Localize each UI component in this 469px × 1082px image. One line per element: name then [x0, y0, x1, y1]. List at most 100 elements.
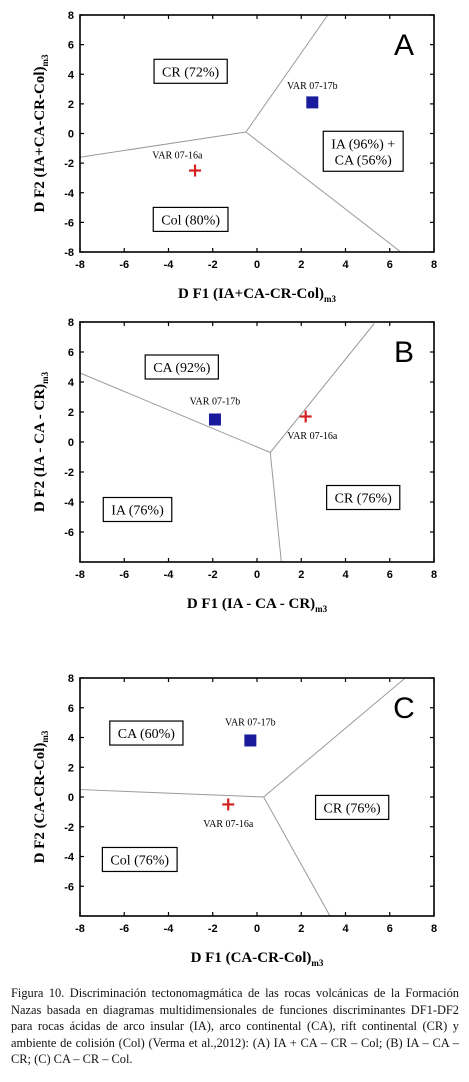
- x-tick-label: 6: [387, 569, 393, 581]
- x-tick-label: 2: [298, 569, 304, 581]
- y-tick-label: -4: [64, 188, 75, 200]
- region-label-text: CR (72%): [162, 65, 220, 80]
- x-tick-label: 2: [298, 259, 304, 271]
- y-tick-label: -4: [64, 852, 75, 864]
- y-tick-label: 4: [68, 69, 75, 81]
- region-label-text: CA (92%): [153, 361, 211, 376]
- data-point-label: VAR 07-17b: [287, 81, 338, 92]
- region-label: CA (60%): [109, 720, 184, 746]
- data-point-square: [306, 96, 319, 109]
- y-tick-label: 8: [68, 317, 74, 329]
- y-tick-label: 6: [68, 40, 74, 52]
- y-tick-label: -2: [64, 467, 74, 479]
- region-label-text: CR (76%): [335, 492, 393, 507]
- region-label-box: [102, 496, 173, 523]
- x-tick-label: -2: [208, 569, 218, 581]
- x-tick-label: 8: [431, 259, 437, 271]
- boundary-line: [79, 789, 264, 798]
- x-axis-label: D F1 (IA+CA-CR-Col)m3: [178, 286, 337, 304]
- y-tick-label: -2: [64, 822, 74, 834]
- x-tick-label: 4: [342, 569, 349, 581]
- y-tick-label: -2: [64, 158, 74, 170]
- data-point-square: [244, 734, 257, 747]
- y-tick-label: 2: [68, 99, 74, 111]
- boundary-line: [263, 796, 331, 917]
- figure-caption-text: Figura 10. Discriminación tectonomagmáti…: [11, 986, 459, 1067]
- panel-letter: C: [393, 692, 415, 725]
- region-label-text: IA (76%): [111, 504, 164, 519]
- x-tick-label: -8: [75, 923, 85, 935]
- x-tick-label: 2: [298, 923, 304, 935]
- x-tick-label: -6: [119, 923, 129, 935]
- x-tick-label: -4: [164, 259, 175, 271]
- region-label-text: Col (80%): [161, 213, 220, 228]
- region-label-text: IA (96%) +: [331, 137, 395, 152]
- data-point-plus: [189, 164, 202, 177]
- region-label: CR (72%): [153, 58, 228, 84]
- region-label-text: Col (76%): [110, 853, 169, 868]
- y-tick-label: 0: [68, 129, 74, 141]
- x-tick-label: 8: [431, 923, 437, 935]
- boundary-line: [269, 323, 375, 453]
- boundary-line: [263, 677, 406, 798]
- region-label-text: CR (76%): [324, 801, 382, 816]
- y-tick-label: 4: [68, 377, 75, 389]
- x-tick-label: 4: [342, 923, 349, 935]
- x-axis-label: D F1 (CA-CR-Col)m3: [191, 950, 324, 968]
- x-tick-label: 0: [254, 923, 260, 935]
- chart-panel-a: -8 -6 -4 -2 0 2 4 6 8 -8 -6 -4 -2 0 2 4 6 8 D F1 (IA+CA-CR…: [32, 10, 437, 304]
- y-tick-label: -6: [64, 527, 74, 539]
- boundary-line: [79, 131, 247, 158]
- x-tick-label: -4: [164, 923, 175, 935]
- x-tick-label: -2: [208, 923, 218, 935]
- y-tick-label: -4: [64, 497, 75, 509]
- data-point-square: [208, 413, 221, 426]
- region-label: IA (96%) +CA (56%): [322, 130, 404, 172]
- chart-panel-b: -8 -6 -4 -2 0 2 4 6 8 -6 -4 -2 0 2 4 6 8 D F1 (IA - CA - …: [32, 317, 437, 614]
- y-tick-label: 6: [68, 347, 74, 359]
- region-label: Col (80%): [152, 206, 229, 233]
- region-label: IA (76%): [102, 496, 173, 523]
- region-label: CR (76%): [314, 794, 390, 821]
- data-point-plus: [299, 410, 312, 423]
- region-label-text: CA (60%): [118, 727, 176, 742]
- y-axis-label: D F2 (IA+CA-CR-Col)m3: [32, 54, 50, 213]
- panel-letter: B: [394, 336, 414, 369]
- boundary-line: [269, 452, 282, 563]
- figure-canvas: -8 -6 -4 -2 0 2 4 6 8 -8 -6 -4 -2 0 2 4 6 8 D F1 (IA+CA-CR…: [32, 10, 437, 968]
- boundary-line: [245, 131, 402, 253]
- y-tick-label: 8: [68, 10, 74, 22]
- region-label-box: [326, 484, 401, 511]
- data-point-label: VAR 07-16a: [203, 819, 254, 830]
- x-tick-label: -2: [208, 259, 218, 271]
- data-point-plus: [222, 798, 235, 811]
- x-tick-label: -6: [119, 569, 129, 581]
- data-point-label: VAR 07-16a: [152, 151, 203, 162]
- y-tick-label: 2: [68, 762, 74, 774]
- figure-caption: Figura 10. Discriminación tectonomagmáti…: [11, 985, 459, 1068]
- x-tick-label: 4: [342, 259, 349, 271]
- data-point-label: VAR 07-16a: [287, 431, 338, 442]
- data-point-label: VAR 07-17b: [225, 718, 276, 729]
- region-label-box: [322, 130, 404, 172]
- y-axis-label: D F2 (IA - CA - CR)m3: [32, 371, 50, 512]
- region-label-box: [101, 846, 178, 873]
- region-label-box: [314, 794, 390, 821]
- x-tick-label: -6: [119, 259, 129, 271]
- region-label-box: [152, 206, 229, 233]
- y-tick-label: 6: [68, 703, 74, 715]
- region-label: CA (92%): [144, 354, 219, 380]
- y-tick-label: 0: [68, 437, 74, 449]
- y-tick-label: -6: [64, 881, 74, 893]
- x-tick-label: 8: [431, 569, 437, 581]
- chart-panel-c: -8 -6 -4 -2 0 2 4 6 8 -6 -4 -2 0 2 4 6 8 D F1 (CA-CR-Col)…: [32, 673, 437, 968]
- x-tick-label: 0: [254, 259, 260, 271]
- x-tick-label: 6: [387, 259, 393, 271]
- y-tick-label: 4: [68, 733, 75, 745]
- y-tick-label: 0: [68, 792, 74, 804]
- region-label-box: [144, 354, 219, 380]
- data-point-label: VAR 07-17b: [190, 397, 241, 408]
- region-label: Col (76%): [101, 846, 178, 873]
- y-tick-label: 2: [68, 407, 74, 419]
- boundary-line: [245, 14, 329, 133]
